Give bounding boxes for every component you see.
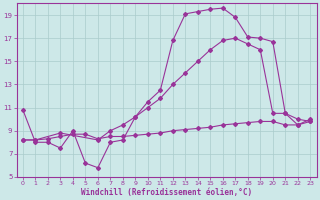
- X-axis label: Windchill (Refroidissement éolien,°C): Windchill (Refroidissement éolien,°C): [81, 188, 252, 197]
